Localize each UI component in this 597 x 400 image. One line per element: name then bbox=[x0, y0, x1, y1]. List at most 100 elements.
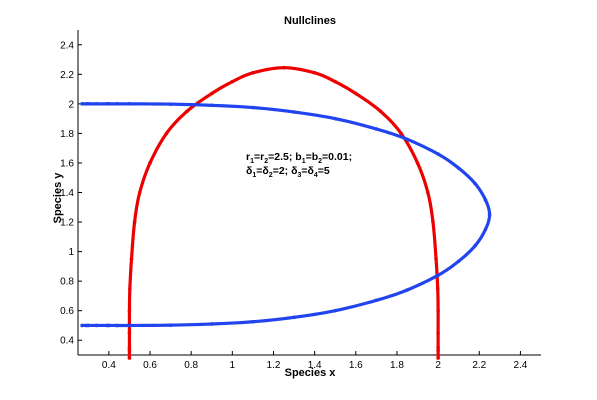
annotation-subscript: 1 bbox=[252, 172, 256, 179]
nullcline-loop-point bbox=[127, 323, 132, 328]
x-axis-title: Species x bbox=[285, 367, 337, 379]
nullcline-arch-point bbox=[164, 131, 169, 136]
y-tick-label: 1.4 bbox=[60, 188, 74, 199]
nullcline-arch-tail-dot bbox=[436, 348, 440, 353]
nullcline-loop-point bbox=[456, 166, 461, 170]
nullcline-loop-point bbox=[80, 323, 84, 328]
y-tick-label: 1 bbox=[68, 247, 74, 258]
nullcline-arch-tail-dot bbox=[127, 348, 132, 353]
nullcline-arch-point bbox=[378, 109, 383, 114]
y-tick-label: 2 bbox=[68, 99, 74, 110]
nullcline-loop-point bbox=[405, 137, 410, 142]
nullcline-arch-point bbox=[436, 345, 440, 350]
x-tick-label: 0.6 bbox=[143, 360, 157, 371]
nullcline-loop-point bbox=[333, 308, 338, 313]
x-tick-label: 1.8 bbox=[390, 360, 404, 371]
nullcline-loop-point bbox=[292, 110, 296, 114]
nullcline-arch-point bbox=[436, 308, 440, 313]
nullcline-loop-point bbox=[209, 103, 214, 108]
annotation-subscript: 3 bbox=[297, 172, 301, 179]
nullcline-loop-point bbox=[436, 152, 440, 156]
nullcline-arch-tail-dot bbox=[127, 353, 132, 357]
annotation-subscript: 2 bbox=[318, 158, 322, 165]
axes: 0.4 0.6 0.8 1 1.2 1.4 1.6 1.8 2 2.2 2.4 0.4 0.6 0.8 1 1… bbox=[60, 30, 541, 371]
parameter-annotation-line2: δ1​=δ2​=2; δ3​=δ4​=5 bbox=[246, 165, 330, 179]
nullcline-arch-point bbox=[431, 220, 435, 224]
nullcline-loop-tail-dot bbox=[115, 323, 119, 328]
nullcline-arch-point bbox=[230, 79, 235, 84]
nullcline-loop-point bbox=[251, 319, 255, 324]
parameter-annotation-line1: r1​=r2​=2.5; b1​=b2​=0.01; bbox=[246, 151, 352, 165]
nullcline-loop-point bbox=[168, 323, 173, 327]
y-tick-label: 1.2 bbox=[60, 218, 74, 229]
nullcline-arch-point bbox=[127, 308, 132, 313]
y-axis-title: Species y bbox=[52, 172, 64, 224]
y-tick-label: 2.4 bbox=[60, 40, 74, 51]
nullcline-loop-point bbox=[80, 102, 84, 106]
nullcline-loop-point bbox=[473, 243, 477, 248]
nullcline-loop-tail-dot bbox=[84, 102, 89, 106]
annotation-subscript: 2 bbox=[269, 172, 273, 179]
nullcline-loop-point bbox=[483, 198, 488, 202]
nullcline-loop-tail-dot bbox=[115, 102, 119, 106]
y-tick-label: 1.8 bbox=[60, 129, 74, 140]
nullcline-arch-point bbox=[281, 65, 286, 70]
nullcline-loop-tail-dot bbox=[94, 323, 99, 328]
annotation-subscript: 2 bbox=[264, 158, 268, 165]
nullcline-loop-point bbox=[456, 259, 461, 263]
nullcline-arch-point bbox=[312, 71, 317, 75]
x-tick-label: 2 bbox=[435, 360, 441, 371]
nullcline-arch-point bbox=[129, 257, 134, 261]
x-tick-label: 1.4 bbox=[308, 360, 322, 371]
annotation-subscript: 1 bbox=[250, 158, 254, 165]
nullcline-loop-tail-dot bbox=[84, 323, 89, 328]
x-tick-label: 1 bbox=[230, 360, 236, 371]
nullcline-loop-point bbox=[436, 273, 440, 278]
y-tick-label: 0.4 bbox=[60, 336, 74, 347]
series-layer bbox=[80, 65, 492, 360]
nullcline-arch-point bbox=[209, 91, 214, 96]
y-tick-label: 1.6 bbox=[60, 158, 74, 169]
nullcline-loop-point bbox=[374, 298, 379, 303]
nullcline-arch-point bbox=[436, 356, 440, 360]
nullcline-arch-point bbox=[137, 190, 142, 195]
nullcline-arch-point bbox=[434, 257, 438, 261]
x-tick-label: 2.4 bbox=[513, 360, 527, 371]
nullcline-loop-point bbox=[333, 116, 338, 121]
nullcline-loop-point bbox=[487, 212, 492, 217]
nullcline-loop-point bbox=[473, 181, 477, 186]
nullcline-loop-point bbox=[251, 105, 255, 110]
x-tick-label: 0.8 bbox=[184, 360, 198, 371]
nullcline-loop-point bbox=[405, 288, 410, 292]
nullcline-loop-tail-dot bbox=[105, 102, 109, 106]
y-tick-label: 2.2 bbox=[60, 70, 74, 81]
nullcline-loop-tail-dot bbox=[94, 102, 99, 106]
nullcline-loop-line bbox=[80, 102, 492, 328]
nullcline-loop-point bbox=[483, 227, 488, 232]
nullcline-arch-point bbox=[436, 331, 440, 335]
y-tick-label: 0.6 bbox=[60, 306, 74, 317]
nullcline-arch-point bbox=[127, 331, 132, 335]
x-tick-label: 0.4 bbox=[102, 360, 116, 371]
nullcline-loop-tail-dot bbox=[105, 323, 109, 328]
nullcline-arch-point bbox=[333, 79, 338, 84]
x-tick-label: 2.2 bbox=[472, 360, 486, 371]
nullcline-arch-tail-dot bbox=[436, 353, 440, 357]
nullcline-arch-point bbox=[185, 109, 189, 114]
nullcline-loop-point bbox=[209, 322, 214, 326]
x-tick-label: 1.2 bbox=[267, 360, 281, 371]
nullcline-arch-point bbox=[399, 131, 403, 136]
y-tick-label: 0.8 bbox=[60, 277, 74, 288]
nullcline-loop-point bbox=[374, 127, 379, 131]
nullcline-arch-point bbox=[128, 286, 132, 291]
nullcline-arch-point bbox=[127, 356, 132, 360]
chart-title: Nullclines bbox=[284, 15, 336, 27]
nullcline-arch-point bbox=[415, 161, 420, 165]
nullcline-arch-point bbox=[148, 161, 152, 165]
annotation-subscript: 1 bbox=[302, 158, 306, 165]
nullcline-arch-point bbox=[132, 220, 137, 224]
x-tick-label: 1.6 bbox=[349, 360, 363, 371]
nullcline-loop-point bbox=[168, 102, 173, 106]
nullcline-arch-point bbox=[354, 91, 358, 96]
